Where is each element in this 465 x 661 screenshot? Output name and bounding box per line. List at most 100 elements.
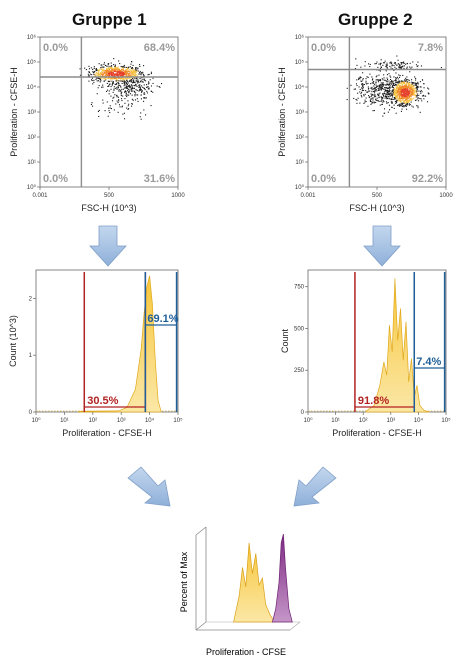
- scatter-dot: [415, 94, 417, 96]
- scatter-dot: [402, 91, 404, 93]
- scatter-dot: [397, 89, 399, 91]
- quadrant-ul-label: 0.0%: [43, 42, 68, 54]
- scatter-dot: [389, 62, 391, 64]
- scatter-dot: [121, 71, 123, 73]
- scatter-dot: [410, 98, 412, 100]
- scatter-dot: [363, 89, 365, 91]
- histogram-xlabel: Proliferation - CFSE-H: [62, 428, 152, 438]
- scatter-dot: [386, 92, 388, 94]
- scatter-dot: [392, 80, 394, 82]
- scatter-dot: [395, 86, 397, 88]
- scatter-dot: [404, 88, 406, 90]
- scatter-dot: [378, 85, 380, 87]
- scatter-dot: [401, 96, 403, 98]
- scatter-dot: [405, 85, 407, 87]
- scatter-dot: [420, 92, 422, 94]
- scatter-dot: [374, 90, 376, 92]
- histogram-area: [78, 275, 162, 413]
- scatter-dot: [121, 74, 123, 76]
- scatter-dot: [400, 88, 402, 90]
- scatter-dot: [366, 83, 368, 85]
- scatter-dot: [116, 71, 118, 73]
- scatter-dot: [101, 74, 103, 76]
- scatter-dot: [371, 79, 373, 81]
- scatter-dot: [414, 95, 416, 97]
- overlay-series-purple: [271, 533, 293, 623]
- scatter-dot: [127, 94, 129, 96]
- scatter-dot: [411, 93, 413, 95]
- scatter-dot: [129, 73, 131, 75]
- scatter-dot: [365, 101, 367, 103]
- scatter-dot: [394, 96, 396, 98]
- scatter-dot: [119, 106, 121, 108]
- scatter-dot: [127, 67, 129, 69]
- scatter-dot: [104, 70, 106, 72]
- scatter-dot: [370, 97, 372, 99]
- scatter-dot: [129, 86, 131, 88]
- scatter-dot: [88, 75, 90, 77]
- scatter-dot: [406, 94, 408, 96]
- scatter-dot: [375, 82, 377, 84]
- scatter-dot: [88, 75, 90, 77]
- scatter-dot: [416, 96, 418, 98]
- scatter-dot: [126, 87, 128, 89]
- scatter-dot: [402, 97, 404, 99]
- scatter-dot: [120, 92, 122, 94]
- scatter-dot: [376, 97, 378, 99]
- scatter-dot: [397, 104, 399, 106]
- scatter-dot: [110, 72, 112, 74]
- scatter-dot: [381, 96, 383, 98]
- scatter-dot: [367, 105, 369, 107]
- scatter-dot: [357, 92, 359, 94]
- scatter-dot: [381, 87, 383, 89]
- scatter-dot: [143, 87, 145, 89]
- y-tick-label: 10⁴: [295, 84, 305, 91]
- scatter-dot: [409, 86, 411, 88]
- scatter-dot: [107, 71, 109, 73]
- scatter-dot: [129, 93, 131, 95]
- scatter-dot: [131, 70, 133, 72]
- scatter-dot: [407, 79, 409, 81]
- scatter-dot: [398, 99, 400, 101]
- scatter-dot: [110, 86, 112, 88]
- scatter-dot: [103, 74, 105, 76]
- scatter-dot: [369, 99, 371, 101]
- scatter-2-frame: [307, 36, 447, 188]
- scatter-dot: [396, 95, 398, 97]
- scatter-dot: [139, 89, 141, 91]
- quadrant-ur-label: 7.8%: [418, 42, 443, 54]
- scatter-dot: [421, 79, 423, 81]
- scatter-dot: [133, 69, 135, 71]
- scatter-dot: [112, 70, 114, 72]
- scatter-dot: [127, 78, 129, 80]
- scatter-dot: [103, 72, 105, 74]
- scatter-dot: [119, 72, 121, 74]
- scatter-dot: [134, 95, 136, 97]
- scatter-dot: [353, 97, 355, 99]
- scatter-dot: [395, 72, 397, 74]
- scatter-dot: [131, 67, 133, 69]
- scatter-dot: [405, 83, 407, 85]
- scatter-dot: [382, 62, 384, 64]
- scatter-dot: [378, 84, 380, 86]
- scatter-dot: [91, 102, 93, 104]
- scatter-dot: [393, 84, 395, 86]
- scatter-dot: [385, 64, 387, 66]
- scatter-dot: [143, 100, 145, 102]
- scatter-dot: [362, 78, 364, 80]
- scatter-dot: [123, 70, 125, 72]
- scatter-dot: [374, 87, 376, 89]
- scatter-dot: [93, 73, 95, 75]
- scatter-dot: [101, 68, 103, 70]
- scatter-dot: [397, 100, 399, 102]
- scatter-dot: [135, 78, 137, 80]
- scatter-dot: [389, 90, 391, 92]
- scatter-dot: [400, 62, 402, 64]
- scatter-dot: [421, 100, 423, 102]
- scatter-dot: [108, 85, 110, 87]
- scatter-dot: [95, 68, 97, 70]
- scatter-dot: [117, 66, 119, 68]
- scatter-dot: [119, 80, 121, 82]
- scatter-dot: [382, 79, 384, 81]
- scatter-dot: [391, 93, 393, 95]
